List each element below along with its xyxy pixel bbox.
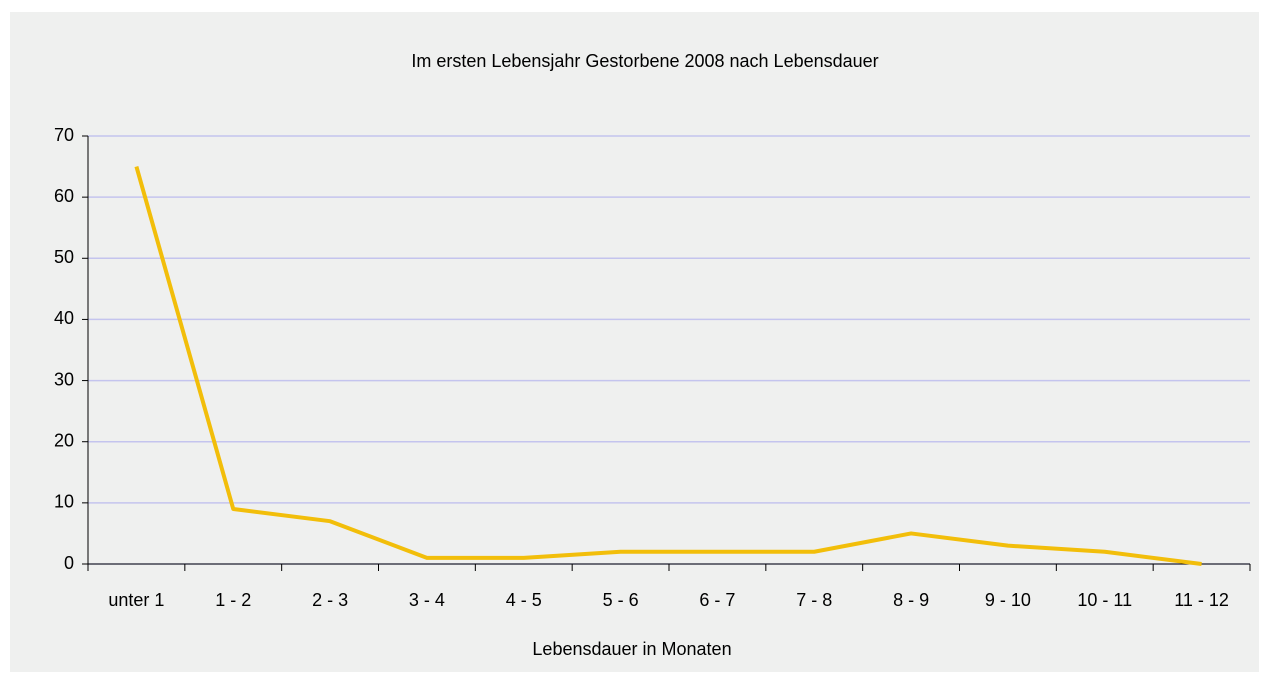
x-tick-label: unter 1 (108, 590, 164, 610)
x-tick-label: 10 - 11 (1077, 590, 1132, 610)
x-tick-label: 5 - 6 (603, 590, 639, 610)
y-tick-label: 40 (54, 308, 74, 328)
chart-title: Im ersten Lebensjahr Gestorbene 2008 nac… (411, 51, 878, 71)
x-tick-label: 11 - 12 (1174, 590, 1229, 610)
y-tick-label: 60 (54, 186, 74, 206)
x-tick-label: 2 - 3 (312, 590, 348, 610)
x-axis-label: Lebensdauer in Monaten (532, 639, 731, 659)
y-tick-label: 70 (54, 125, 74, 145)
x-tick-label: 1 - 2 (215, 590, 251, 610)
y-tick-label: 20 (54, 430, 74, 450)
y-tick-label: 0 (64, 553, 74, 573)
y-tick-label: 10 (54, 492, 74, 512)
chart-background (10, 12, 1259, 672)
x-tick-label: 3 - 4 (409, 590, 445, 610)
data-line (134, 166, 1202, 566)
x-tick-label: 8 - 9 (893, 590, 929, 610)
x-tick-label: 9 - 10 (985, 590, 1031, 610)
x-tick-label: 7 - 8 (796, 590, 832, 610)
y-tick-label: 50 (54, 247, 74, 267)
x-tick-label: 6 - 7 (699, 590, 735, 610)
x-tick-label: 4 - 5 (506, 590, 542, 610)
y-tick-label: 30 (54, 369, 74, 389)
